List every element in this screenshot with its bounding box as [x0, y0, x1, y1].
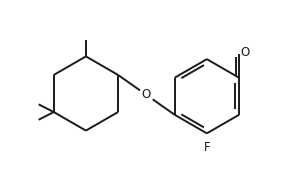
Text: O: O — [240, 46, 250, 59]
Text: F: F — [204, 141, 210, 154]
Text: O: O — [142, 88, 151, 101]
